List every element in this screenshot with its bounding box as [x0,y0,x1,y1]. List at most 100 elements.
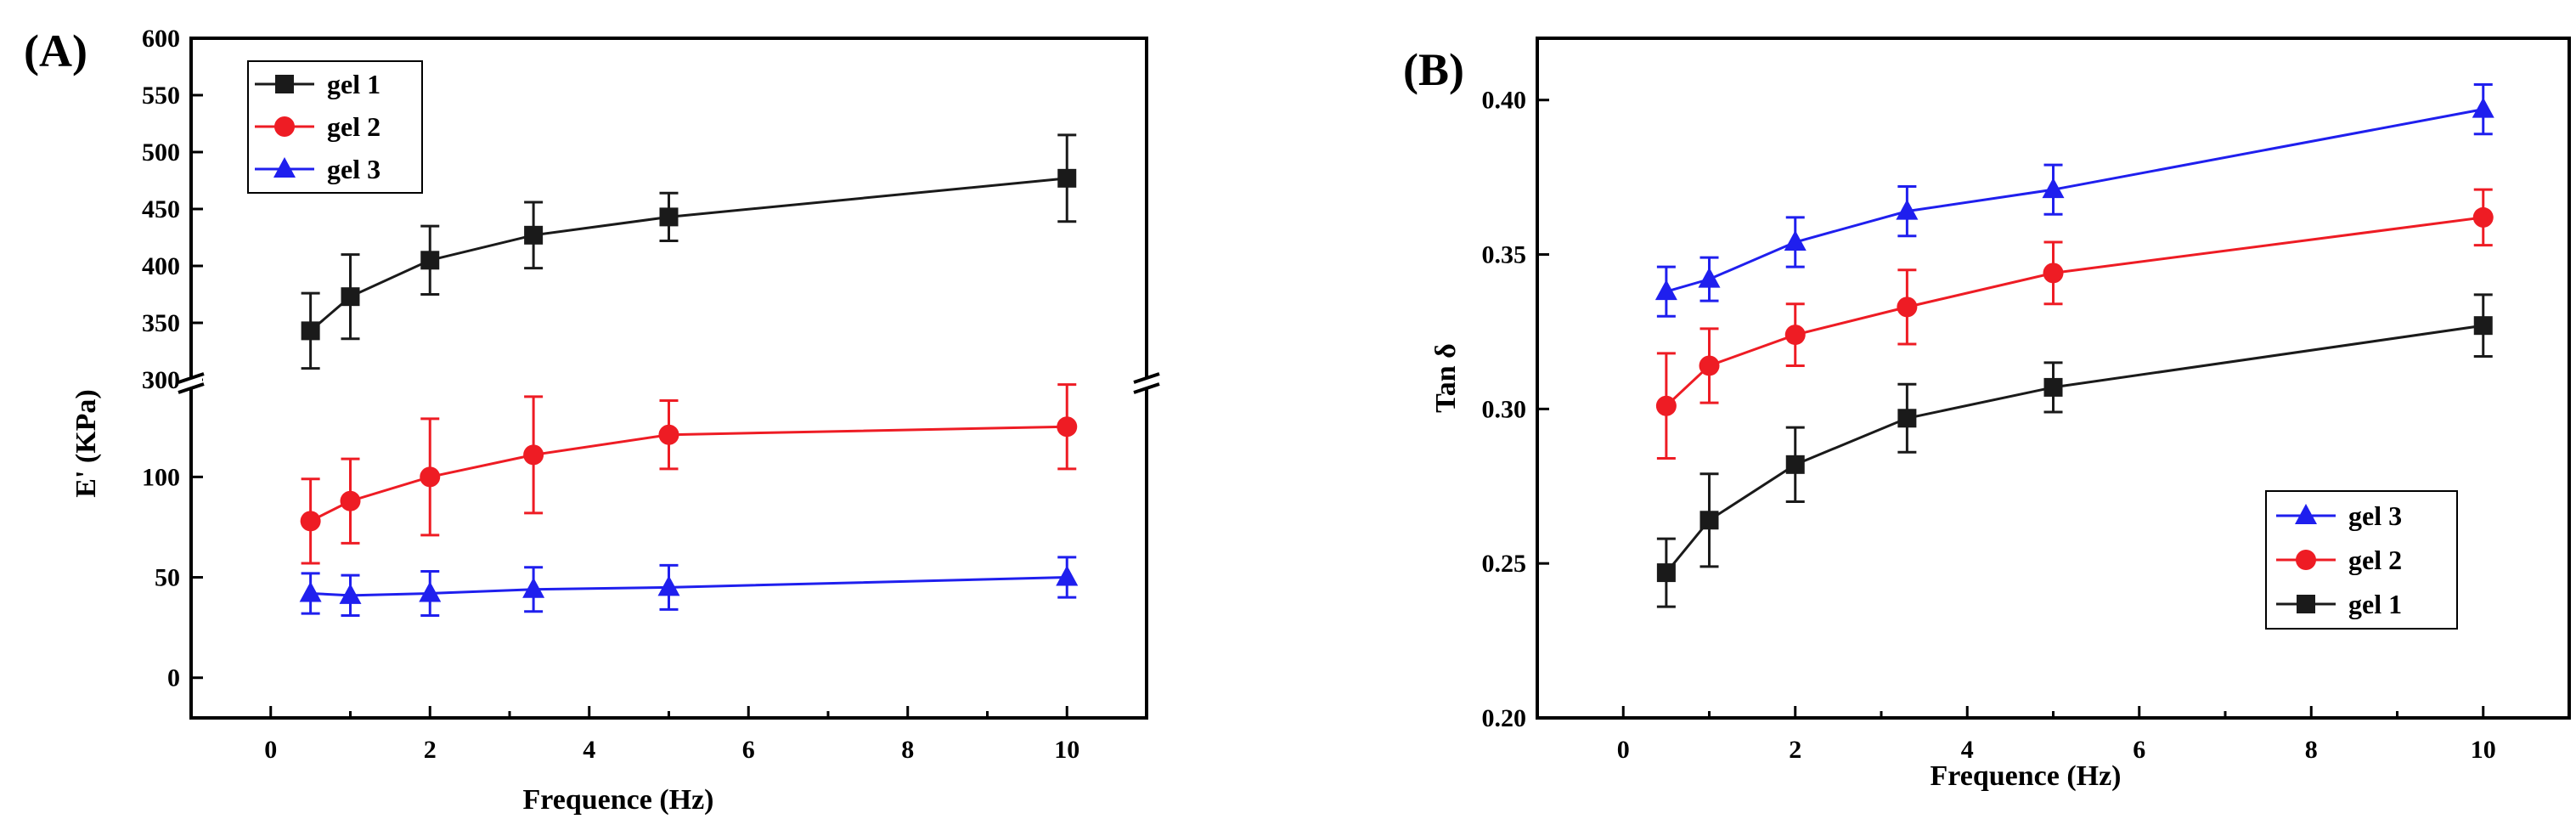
series-gel-3 [1654,83,2494,318]
panel-a-y-ticks: 0 50 100 300 350 400 450 500 550 600 [142,25,203,692]
data-point [1057,416,1078,438]
data-point [522,577,545,598]
panel-b-y-axis-title: Tan δ [1430,343,1462,413]
panel-b-label: (B) [1403,44,1464,95]
legend-marker [273,157,296,178]
data-point [420,466,441,488]
legend-label: gel 3 [327,154,380,184]
data-point [1699,355,1720,376]
data-point [2043,263,2064,284]
y-tick-label: 350 [142,309,180,337]
data-point [2043,377,2063,397]
panel-b-x-ticks: 0 2 4 6 8 10 [1617,706,2496,764]
data-point [341,287,360,307]
legend-label: gel 3 [2348,500,2402,531]
data-point [2472,206,2494,228]
legend-marker [2295,504,2317,524]
panel-b: (B) Frequence (Hz) Tan δ 0 2 4 6 8 10 0.200.2… [1403,37,2571,792]
y-tick-label: 0.40 [1482,87,1527,115]
axis-break-mark [1133,382,1160,394]
panel-a-label: (A) [24,25,87,76]
axis-break-mark [1133,372,1160,384]
panel-a-axis-break [178,372,1160,394]
x-tick-label: 2 [424,736,437,764]
data-point [524,225,544,245]
data-point [420,251,440,270]
y-tick-label: 100 [142,463,180,491]
series-gel-3 [299,556,1079,617]
series-gel-2 [300,383,1078,565]
x-tick-label: 6 [742,736,755,764]
panel-b-y-ticks: 0.20 0.25 0.30 0.35 0.40 [1482,87,1549,732]
y-tick-label: 50 [155,564,180,592]
data-point [2472,97,2494,118]
data-point [300,511,321,532]
x-tick-label: 0 [1617,736,1630,764]
legend-label: gel 2 [327,111,380,142]
x-tick-label: 6 [2133,736,2145,764]
data-point [340,490,361,511]
x-tick-label: 2 [1789,736,1801,764]
y-tick-label: 450 [142,195,180,223]
y-tick-label: 550 [142,82,180,110]
y-tick-label: 0.35 [1482,241,1527,269]
x-tick-label: 10 [2471,736,2496,764]
data-point [1897,297,1918,318]
data-point [657,575,680,596]
panel-a: (A) Frequence (Hz) E' (KPa) 0 2 4 6 8 10 0 50 1… [24,25,1160,816]
legend-item: gel 1 [2276,589,2402,619]
data-point [1699,511,1719,530]
data-point [1654,280,1677,301]
x-tick-label: 8 [2305,736,2318,764]
panel-a-legend: gel 1 gel 2 gel 3 [247,60,423,194]
legend-marker [274,116,295,137]
panel-b-series [1654,83,2494,608]
legend-marker [2297,595,2315,613]
legend-item: gel 2 [2276,545,2402,575]
x-tick-label: 4 [1961,736,1974,764]
data-point [419,581,442,602]
y-tick-label: 0.20 [1482,704,1527,732]
x-tick-label: 10 [1054,736,1079,764]
data-point [659,207,679,227]
data-point [1656,563,1676,583]
legend-marker [275,75,294,93]
data-point [523,444,544,466]
y-tick-label: 0.25 [1482,550,1527,578]
legend-item: gel 3 [2276,500,2402,531]
series-line [310,576,1068,597]
series-gel-1 [301,133,1077,370]
legend-label: gel 1 [327,69,380,99]
legend-item: gel 2 [255,111,380,142]
axis-break-mark [178,372,205,384]
y-tick-label: 300 [142,366,180,394]
axis-break-mark [178,382,205,394]
data-point [1056,565,1079,586]
panel-a-x-ticks: 0 2 4 6 8 10 [264,706,1079,764]
data-point [1897,409,1917,428]
legend-label: gel 1 [2348,589,2402,619]
panel-a-y-axis-title: E' (KPa) [70,389,102,497]
x-tick-label: 8 [901,736,914,764]
series-line [1666,108,2484,293]
data-point [1784,230,1807,251]
y-tick-label: 600 [142,25,180,53]
data-point [299,581,322,602]
y-tick-label: 500 [142,138,180,167]
y-tick-label: 0.30 [1482,395,1527,423]
legend-item: gel 1 [255,69,380,99]
panel-b-x-axis-title: Frequence (Hz) [1930,760,2121,792]
data-point [1655,395,1677,416]
legend-label: gel 2 [2348,545,2402,575]
panel-b-legend: gel 3 gel 2 gel 1 [2265,490,2458,630]
data-point [1785,455,1805,474]
data-point [1896,199,1919,220]
data-point [339,583,362,604]
x-tick-label: 4 [583,736,595,764]
data-point [1698,267,1721,288]
data-point [1784,325,1806,346]
series-gel-1 [1656,293,2493,608]
data-point [658,424,679,445]
data-point [2042,178,2065,199]
